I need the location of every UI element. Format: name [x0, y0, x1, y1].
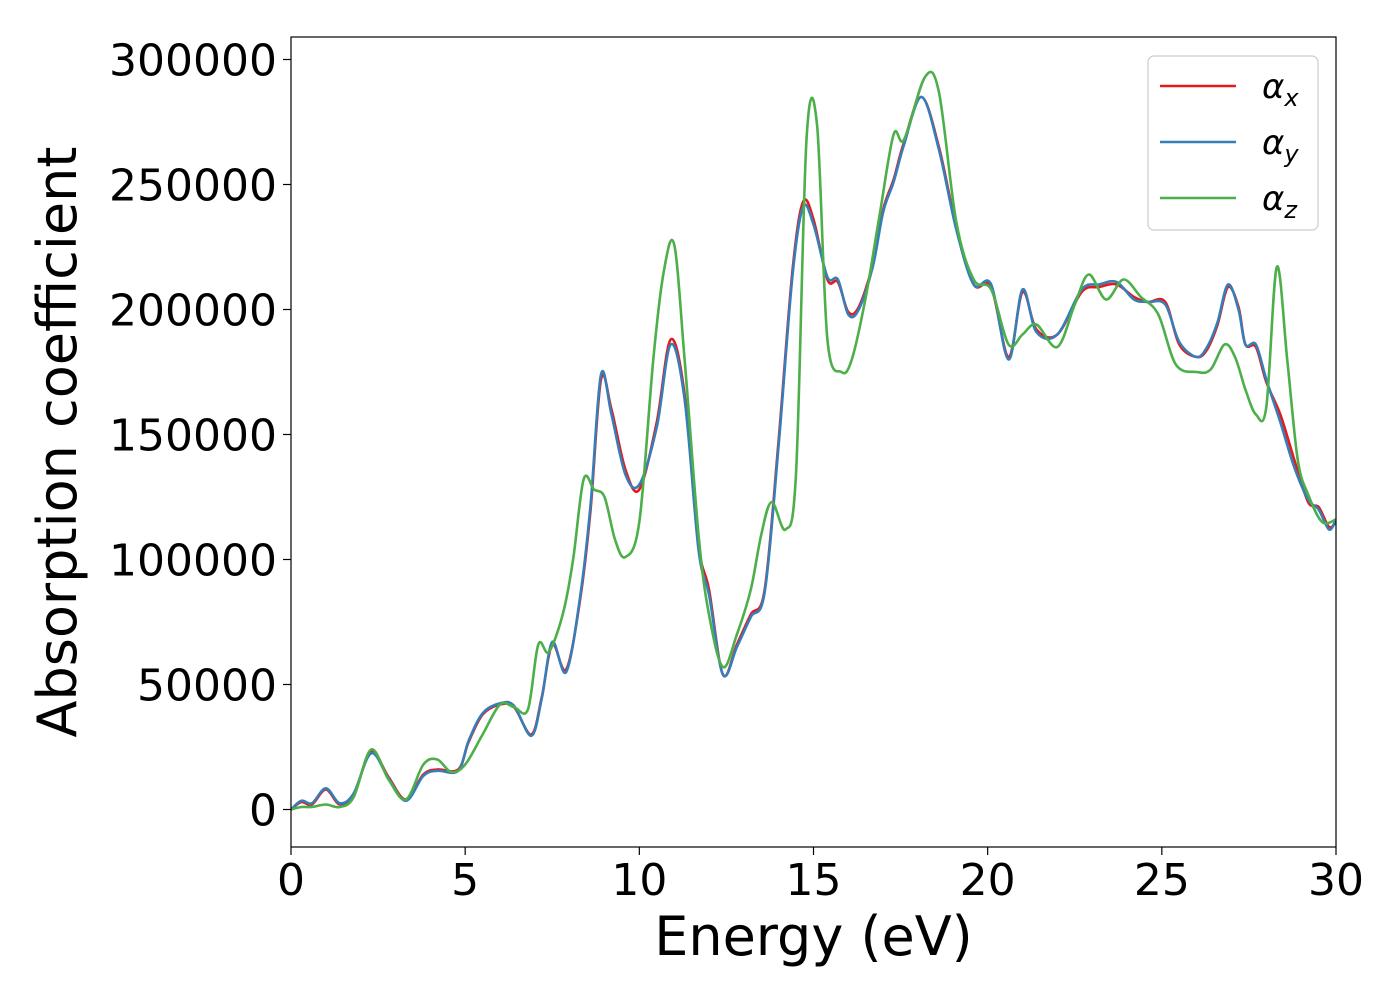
x-axis-title: Energy (eV)	[654, 905, 973, 968]
legend: αx αy αz	[1147, 55, 1319, 231]
x-tick-label: 0	[277, 855, 305, 906]
legend-label-z: αz	[1262, 179, 1298, 224]
x-tick-label: 5	[451, 855, 479, 906]
x-tick-label: 20	[960, 855, 1016, 906]
series-layer	[291, 70, 1336, 811]
y-tick-label: 100000	[109, 536, 277, 587]
x-tick-label: 25	[1134, 855, 1190, 906]
y-tick-label: 300000	[109, 36, 277, 87]
y-tick-label: 0	[249, 786, 277, 837]
y-axis-title: Absorption coefficient	[26, 147, 89, 738]
y-tick-label: 200000	[109, 286, 277, 337]
y-tick-label: 150000	[109, 411, 277, 462]
ticks-layer: 0 5 10 15 20 25 30 0 50000 100000 150000 200000 2500…	[109, 36, 1364, 907]
series-line-z	[291, 70, 1336, 811]
legend-label-y: αy	[1262, 123, 1299, 168]
x-tick-label: 15	[786, 855, 842, 906]
y-tick-label: 50000	[137, 661, 277, 712]
legend-label-x: αx	[1262, 67, 1299, 112]
series-line-y	[291, 95, 1336, 811]
y-tick-label: 250000	[109, 161, 277, 212]
x-tick-label: 30	[1308, 855, 1364, 906]
x-tick-label: 10	[611, 855, 667, 906]
